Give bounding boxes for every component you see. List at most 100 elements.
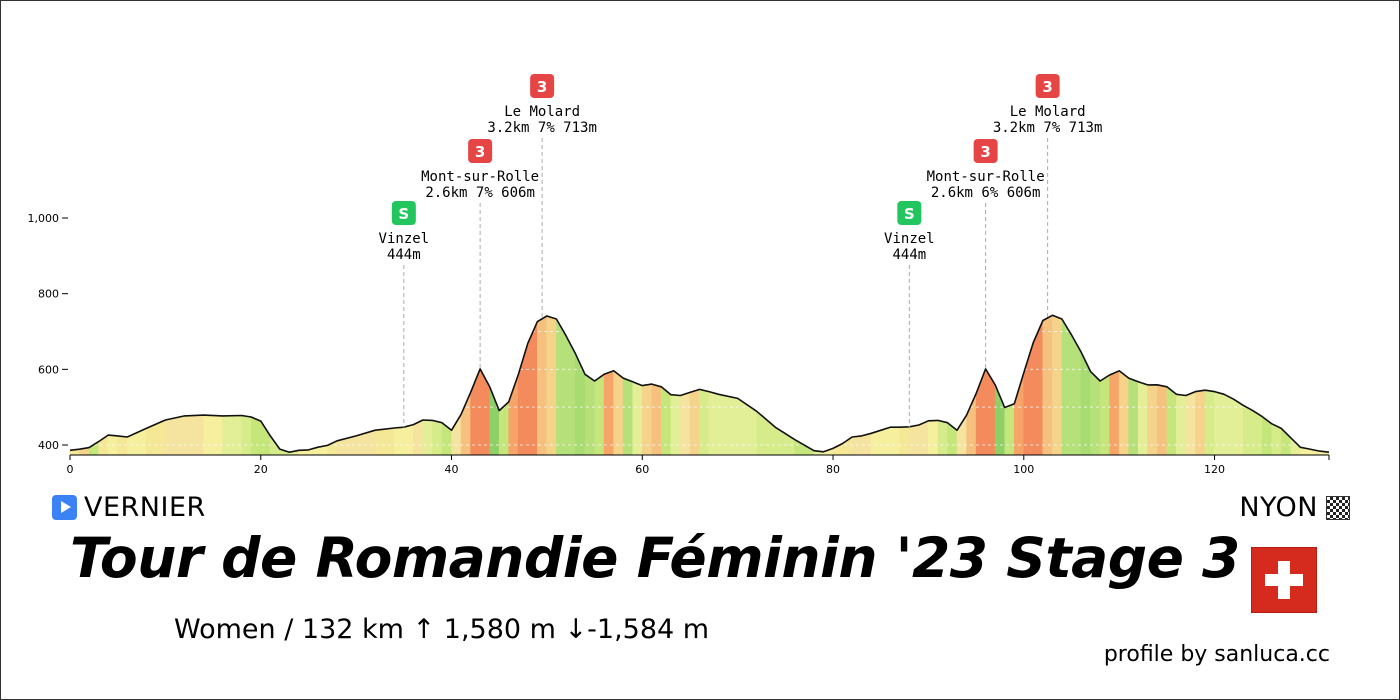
gradient-segment	[556, 318, 567, 456]
start-play-icon	[52, 495, 77, 520]
climb-category-label: 3	[1042, 78, 1052, 96]
gradient-segment	[775, 427, 796, 456]
y-tick-label: 800	[38, 288, 59, 301]
gradient-segment	[1071, 334, 1082, 456]
gradient-segment	[565, 335, 576, 456]
climb-detail: 2.6km 7% 606m	[425, 185, 535, 201]
climb-detail: 3.2km 7% 713m	[487, 120, 597, 136]
x-tick-label: 20	[254, 463, 268, 476]
gradient-segment	[146, 419, 166, 456]
finish-label: NYON	[1239, 492, 1318, 523]
gradient-segment	[1042, 314, 1053, 456]
climb-category-badge	[391, 201, 416, 225]
x-tick-label: 100	[1013, 463, 1034, 476]
profile-credit: profile by sanluca.cc	[1103, 642, 1330, 667]
gradient-segment	[756, 410, 777, 456]
gradient-segment	[441, 422, 452, 456]
swiss-flag-icon	[1252, 548, 1316, 612]
climb-detail: 3.2km 7% 713m	[993, 120, 1103, 136]
gradient-segment	[1176, 394, 1187, 456]
gradient-segment	[403, 423, 414, 456]
climb-name: Le Molard	[504, 104, 580, 120]
gradient-segment	[1004, 402, 1015, 456]
gradient-segment	[393, 427, 405, 456]
climb-category-label: S	[398, 205, 409, 223]
finish-flag-icon	[1326, 495, 1350, 520]
gradient-segment	[918, 420, 929, 456]
x-tick-label: 40	[445, 463, 459, 476]
gradient-segment	[260, 420, 271, 456]
gradient-segment	[1233, 399, 1244, 456]
gradient-segment	[1137, 381, 1149, 456]
gradient-segment	[1109, 370, 1120, 456]
gradient-segment	[651, 384, 662, 456]
gradient-segment	[432, 419, 443, 456]
gradient-segment	[1128, 377, 1139, 456]
gradient-segment	[546, 315, 557, 456]
gradient-segment	[422, 419, 433, 456]
gradient-segment	[1061, 318, 1072, 456]
gradient-segment	[947, 422, 958, 456]
x-tick-label: 0	[67, 463, 74, 476]
finish-location: NYON	[1239, 492, 1350, 523]
climb-name: Mont-sur-Rolle	[927, 169, 1045, 185]
climb-category-badge	[897, 201, 922, 225]
climb-detail: 444m	[387, 247, 421, 263]
gradient-segment	[1147, 384, 1158, 456]
x-tick-label: 120	[1204, 463, 1225, 476]
gradient-segment	[889, 426, 901, 456]
climb-category-badge	[973, 139, 998, 163]
gradient-segment	[1185, 391, 1196, 456]
climb-category-badge	[1035, 74, 1060, 98]
climb-detail: 444m	[892, 247, 926, 263]
y-tick-label: 400	[38, 439, 59, 452]
gradient-segment	[718, 393, 738, 456]
gradient-segment	[413, 419, 424, 456]
gradient-segment	[622, 377, 634, 456]
gradient-segment	[708, 391, 719, 456]
climb-category-badge	[530, 74, 555, 98]
gradient-segment	[250, 416, 262, 456]
gradient-segment	[861, 433, 872, 456]
climb-category-label: 3	[475, 143, 485, 161]
gradient-segment	[374, 427, 395, 456]
gradient-segment	[1223, 393, 1234, 456]
gradient-segment	[184, 415, 204, 456]
flag-cross-vertical	[1278, 561, 1290, 599]
gradient-segment	[680, 392, 691, 456]
gradient-segment	[899, 426, 910, 456]
gradient-segment	[928, 419, 939, 456]
gradient-segment	[1214, 391, 1225, 456]
gradient-segment	[880, 427, 891, 456]
climb-category-label: 3	[980, 143, 990, 161]
gradient-segment	[479, 368, 490, 456]
start-location: VERNIER	[52, 492, 206, 523]
y-tick-label: 1,000	[28, 212, 60, 225]
profile-line	[69, 314, 1330, 453]
gradient-segment	[632, 381, 643, 456]
gradient-segment	[670, 394, 681, 456]
stage-title: Tour de Romandie Féminin '23 Stage 3	[70, 526, 1240, 590]
start-label: VERNIER	[84, 492, 206, 523]
gradient-segment	[1099, 374, 1110, 456]
stage-subtitle: Women / 132 km ↑ 1,580 m ↓-1,584 m	[174, 614, 710, 645]
gradient-segment	[1013, 373, 1025, 456]
climb-name: Vinzel	[884, 231, 935, 247]
climb-category-badge	[468, 139, 493, 163]
gradient-segment	[909, 424, 920, 456]
climb-name: Le Molard	[1010, 104, 1086, 120]
gradient-segment	[241, 415, 252, 456]
y-tick-label: 600	[38, 363, 59, 376]
gradient-segment	[537, 315, 548, 456]
climb-name: Vinzel	[379, 231, 430, 247]
gradient-segment	[594, 373, 605, 456]
gradient-segment	[1090, 370, 1101, 456]
gradient-segment	[584, 373, 595, 456]
gradient-segment	[1271, 423, 1282, 456]
gradient-segment	[641, 384, 653, 456]
gradient-segment	[1252, 410, 1263, 456]
gradient-segment	[1242, 404, 1253, 456]
x-tick-label: 60	[635, 463, 649, 476]
